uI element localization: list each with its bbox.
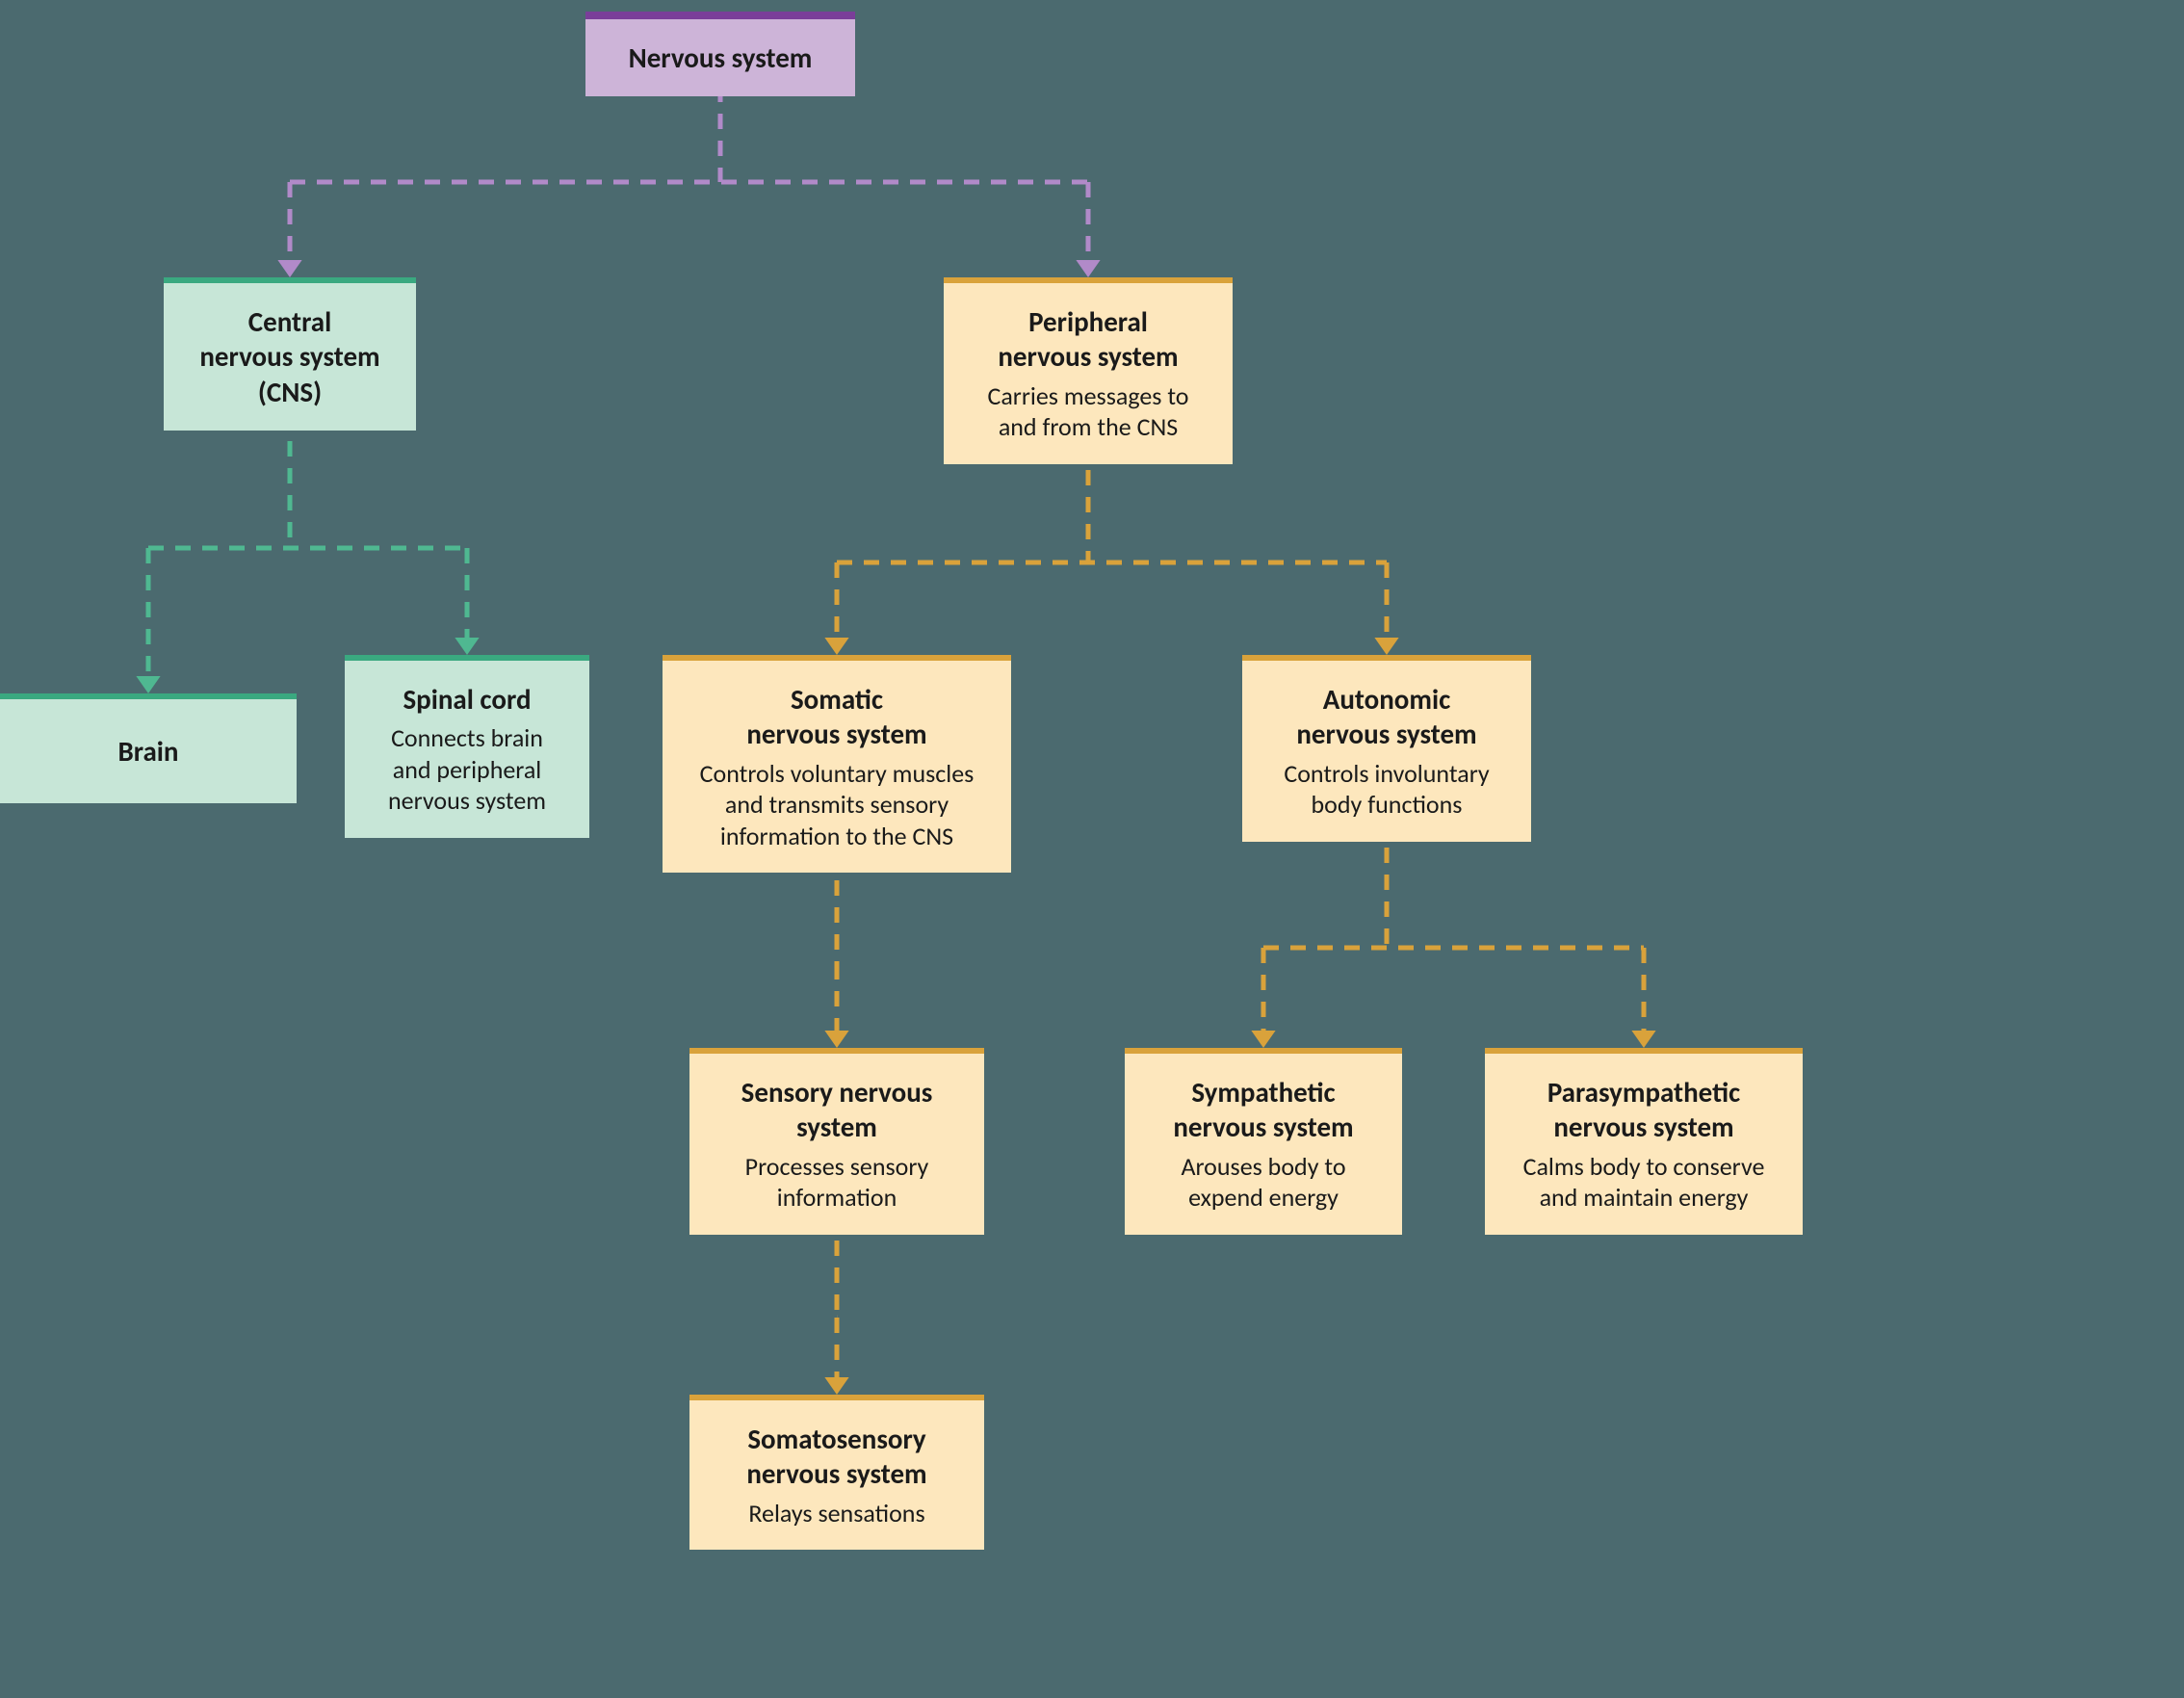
node-somatosensory-title: Somatosensory nervous system [713,1422,961,1492]
node-parasympathetic: Parasympathetic nervous system Calms bod… [1485,1048,1803,1235]
node-sensory-desc: Processes sensory information [713,1151,961,1214]
node-autonomic-title: Autonomic nervous system [1265,682,1508,752]
node-root-title: Nervous system [609,40,832,75]
node-sympathetic-title: Sympathetic nervous system [1148,1075,1379,1145]
node-somatic-desc: Controls voluntary muscles and transmits… [686,758,988,852]
node-autonomic-desc: Controls involuntary body functions [1265,758,1508,821]
node-spinal-title: Spinal cord [368,682,566,717]
node-cns-title: Central nervous system (CNS) [187,304,393,409]
node-pns-title: Peripheral nervous system [967,304,1209,375]
node-spinal-desc: Connects brain and peripheral nervous sy… [368,722,566,817]
node-brain-title: Brain [23,734,273,769]
node-somatosensory: Somatosensory nervous system Relays sens… [689,1395,984,1550]
edges-layer [0,0,2184,1698]
node-autonomic: Autonomic nervous system Controls involu… [1242,655,1531,842]
node-somatic-title: Somatic nervous system [686,682,988,752]
node-brain: Brain [0,693,297,803]
node-pns-desc: Carries messages to and from the CNS [967,380,1209,443]
node-sensory-title: Sensory nervous system [713,1075,961,1145]
node-sensory: Sensory nervous system Processes sensory… [689,1048,984,1235]
node-somatic: Somatic nervous system Controls voluntar… [663,655,1011,873]
node-pns: Peripheral nervous system Carries messag… [944,277,1233,464]
node-somatosensory-desc: Relays sensations [713,1498,961,1529]
node-sympathetic: Sympathetic nervous system Arouses body … [1125,1048,1402,1235]
node-root: Nervous system [585,12,855,96]
node-spinal: Spinal cord Connects brain and periphera… [345,655,589,838]
node-parasympathetic-desc: Calms body to conserve and maintain ener… [1508,1151,1780,1214]
node-cns: Central nervous system (CNS) [164,277,416,431]
node-sympathetic-desc: Arouses body to expend energy [1148,1151,1379,1214]
node-parasympathetic-title: Parasympathetic nervous system [1508,1075,1780,1145]
